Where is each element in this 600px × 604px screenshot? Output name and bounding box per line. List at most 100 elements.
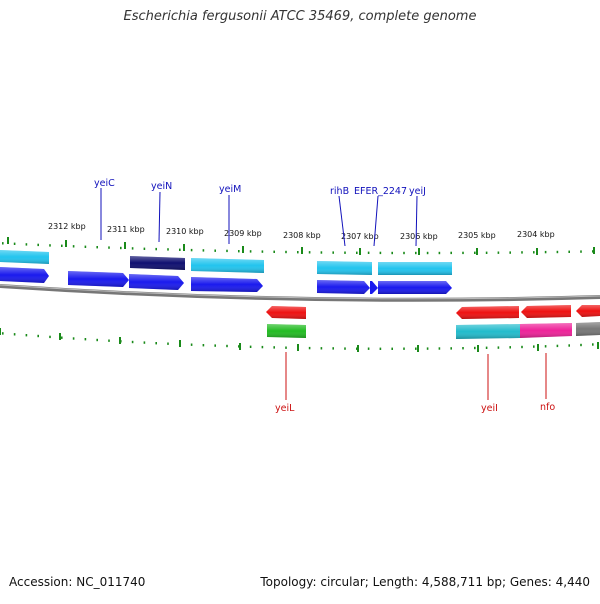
minor-tick (580, 343, 582, 347)
minor-tick (249, 250, 252, 253)
minor-tick (108, 339, 110, 342)
minor-tick (356, 347, 358, 350)
minor-tick (320, 347, 323, 350)
minor-tick (509, 251, 511, 254)
gene-feature-yeim[interactable] (191, 258, 264, 273)
minor-tick (415, 251, 417, 255)
minor-tick (308, 251, 311, 254)
minor-tick (391, 251, 393, 255)
minor-tick (226, 249, 228, 253)
minor-tick (426, 251, 429, 255)
reverse-strand-genes (266, 305, 600, 339)
minor-tick (202, 344, 205, 347)
gene-feature-nfo[interactable] (521, 305, 571, 318)
gene-feature-yeil[interactable] (266, 306, 306, 319)
minor-tick (474, 251, 476, 254)
gene-feature-rihb[interactable] (317, 261, 372, 275)
gene-label-efer2247[interactable]: EFER_2247 (354, 186, 407, 197)
minor-tick (84, 338, 87, 341)
scale-label: 2305 kbp (458, 231, 496, 240)
gene-feature-efer2247-arrow[interactable] (370, 281, 378, 294)
minor-tick (273, 250, 275, 253)
minor-tick (462, 251, 464, 255)
minor-tick (273, 346, 275, 349)
minor-tick (544, 345, 547, 348)
scale-label: 2310 kbp (166, 227, 204, 236)
gene-label-yeij[interactable]: yeiJ (409, 186, 426, 197)
minor-tick (438, 347, 441, 350)
gene-feature-yeij-arrow[interactable] (378, 281, 452, 294)
gene-label-nfo[interactable]: nfo (540, 402, 555, 413)
minor-tick (391, 347, 393, 350)
gene-feature-yein-arrow[interactable] (129, 274, 184, 290)
minor-tick (556, 250, 559, 254)
minor-tick (2, 242, 4, 245)
minor-tick (61, 244, 63, 247)
genome-title: Escherichia fergusonii ATCC 35469, compl… (123, 9, 477, 24)
gene-feature-yeii-teal[interactable] (456, 324, 520, 339)
minor-tick (214, 249, 216, 252)
gene-label-yeic[interactable]: yeiC (94, 178, 115, 189)
minor-tick (568, 250, 570, 253)
minor-tick (332, 347, 334, 350)
gene-label-yeim[interactable]: yeiM (219, 184, 241, 195)
minor-tick (72, 245, 75, 248)
gene-label-yeil[interactable]: yeiL (275, 403, 295, 414)
minor-tick (497, 251, 500, 254)
gene-feature-yeic[interactable] (68, 271, 129, 287)
minor-tick (37, 243, 39, 247)
minor-tick (249, 345, 252, 348)
gene-label-yein[interactable]: yeiN (151, 181, 172, 192)
minor-tick (521, 251, 523, 254)
minor-tick (202, 249, 205, 252)
minor-tick (474, 346, 476, 350)
minor-tick (438, 251, 441, 255)
gene-feature-cyan-left[interactable] (0, 250, 49, 264)
minor-tick (320, 251, 323, 254)
gene-feature-yein[interactable] (130, 256, 185, 270)
forward-scale-minor-ticks (2, 242, 594, 255)
minor-tick (25, 243, 28, 246)
minor-tick (143, 341, 146, 344)
minor-tick (415, 347, 417, 350)
gene-feature-left-arrow[interactable] (0, 267, 49, 283)
accession-text: Accession: NC_011740 (9, 575, 146, 589)
minor-tick (143, 247, 146, 250)
minor-tick (72, 337, 75, 340)
minor-tick (533, 251, 535, 254)
minor-tick (190, 248, 193, 252)
minor-tick (497, 346, 500, 349)
minor-tick (297, 346, 299, 350)
minor-tick (544, 250, 547, 254)
minor-tick (344, 251, 346, 254)
genome-summary-text: Topology: circular; Length: 4,588,711 bp… (260, 575, 590, 589)
minor-tick (131, 247, 134, 250)
gene-label-rihb[interactable]: rihB (330, 186, 349, 197)
minor-tick (108, 246, 110, 249)
minor-tick (332, 251, 334, 254)
minor-tick (403, 347, 405, 350)
gene-feature-right-gray[interactable] (576, 322, 600, 336)
minor-tick (485, 346, 488, 349)
minor-tick (580, 250, 582, 253)
minor-tick (367, 347, 370, 350)
minor-tick (179, 248, 181, 251)
minor-tick (49, 244, 51, 247)
gene-feature-yeim-arrow[interactable] (191, 277, 263, 292)
genome-backbone (0, 284, 600, 302)
minor-tick (190, 343, 193, 346)
minor-tick (285, 346, 287, 349)
gene-label-yeii[interactable]: yeiI (481, 403, 498, 414)
gene-feature-yeij[interactable] (378, 262, 452, 275)
minor-tick (96, 246, 98, 249)
gene-feature-yeii[interactable] (456, 306, 519, 319)
minor-tick (214, 344, 216, 347)
gene-feature-nfo-magenta[interactable] (520, 323, 572, 338)
gene-feature-rihb-arrow[interactable] (317, 280, 370, 294)
minor-tick (367, 251, 370, 254)
minor-tick (308, 346, 311, 350)
gene-feature-yeil-green[interactable] (267, 324, 306, 338)
gene-feature-right-red[interactable] (576, 305, 600, 317)
minor-tick (297, 251, 299, 254)
